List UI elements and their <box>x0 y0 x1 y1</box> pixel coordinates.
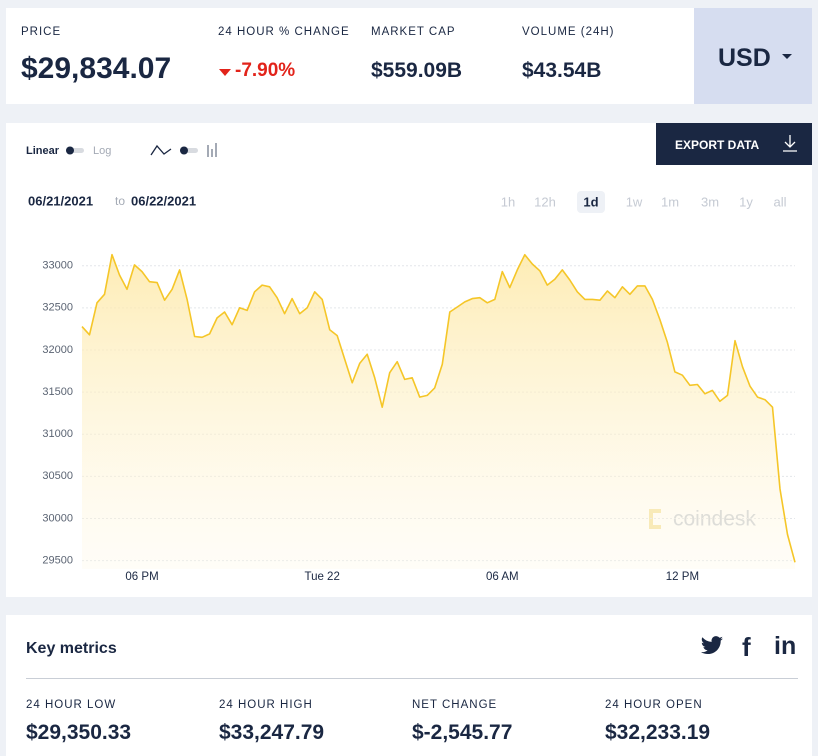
metric-label: 24 HOUR HIGH <box>219 699 313 711</box>
metric-label: 24 HOUR LOW <box>26 699 117 711</box>
metric-value: $32,233.19 <box>605 721 711 744</box>
y-tick-label: 33000 <box>42 260 73 272</box>
range-button[interactable]: all <box>773 194 786 209</box>
chart: Linear Log 06/21/2021 to 06/22/2021 coin… <box>26 143 796 583</box>
stat-label: VOLUME (24H) <box>522 26 615 38</box>
metric-value: $29,350.33 <box>26 721 132 744</box>
metric-value: $33,247.79 <box>219 721 325 744</box>
stat-label: MARKET CAP <box>371 26 456 38</box>
caret <box>782 54 792 59</box>
twitter-icon[interactable] <box>700 636 724 656</box>
down-arrow <box>219 69 231 76</box>
price-line <box>81 253 796 563</box>
download-icon <box>783 135 797 152</box>
currency-select[interactable]: USD <box>694 8 812 104</box>
divider <box>26 678 798 679</box>
y-tick-label: 30000 <box>42 512 73 524</box>
stat-label: 24 HOUR % CHANGE <box>218 26 350 38</box>
line-icon[interactable] <box>150 144 172 156</box>
metrics-card: Key metrics f in 24 HOUR LOW $29,350.33 24… <box>6 615 812 756</box>
linkedin-icon[interactable]: in <box>774 632 797 660</box>
toggle-knob <box>180 146 188 155</box>
toggle-knob <box>66 146 74 155</box>
metric-value: $-2,545.77 <box>412 721 513 744</box>
range-button[interactable]: 1h <box>501 194 515 209</box>
export-button[interactable]: EXPORT DATA <box>656 123 812 165</box>
bar-icon[interactable] <box>207 143 217 157</box>
facebook-icon[interactable]: f <box>742 632 751 662</box>
date-from[interactable]: 06/21/2021 <box>28 193 93 208</box>
range-button[interactable]: 12h <box>534 194 556 209</box>
date-to[interactable]: 06/22/2021 <box>131 193 196 208</box>
log-toggle[interactable]: Log <box>93 145 111 157</box>
x-tick-label: 06 AM <box>486 571 519 583</box>
y-tick-label: 29500 <box>42 554 73 566</box>
range-button[interactable]: 1w <box>626 194 643 209</box>
stat-value: $43.54B <box>522 59 602 82</box>
x-tick-label: 06 PM <box>125 571 158 583</box>
range-active-bg <box>577 191 605 213</box>
y-tick-label: 31000 <box>42 428 73 440</box>
y-tick-label: 32000 <box>42 344 73 356</box>
x-tick-label: 12 PM <box>666 571 699 583</box>
linear-toggle[interactable]: Linear <box>26 145 60 157</box>
range-button[interactable]: 1y <box>739 194 753 209</box>
price-value: $29,834.07 <box>21 52 172 85</box>
change-value: -7.90% <box>235 60 296 81</box>
export-label: EXPORT DATA <box>675 138 760 152</box>
stat-label: PRICE <box>21 26 62 38</box>
range-button[interactable]: 1m <box>661 194 679 209</box>
y-tick-label: 30500 <box>42 470 73 482</box>
range-button[interactable]: 3m <box>701 194 719 209</box>
metric-label: 24 HOUR OPEN <box>605 699 703 711</box>
y-tick-label: 31500 <box>42 386 73 398</box>
date-to-word: to <box>115 194 125 208</box>
x-tick-label: Tue 22 <box>304 571 339 583</box>
y-tick-label: 32500 <box>42 302 73 314</box>
metrics-title: Key metrics <box>26 640 117 657</box>
stat-value: $559.09B <box>371 59 463 82</box>
metric-label: NET CHANGE <box>412 699 498 711</box>
currency: USD <box>718 44 771 72</box>
chart-card: Linear Log 06/21/2021 to 06/22/2021 coin… <box>6 123 812 597</box>
range-button[interactable]: 1d <box>583 194 598 209</box>
stats-card: PRICE $29,834.07 24 HOUR % CHANGE -7.90%… <box>6 8 694 104</box>
area <box>82 254 795 569</box>
